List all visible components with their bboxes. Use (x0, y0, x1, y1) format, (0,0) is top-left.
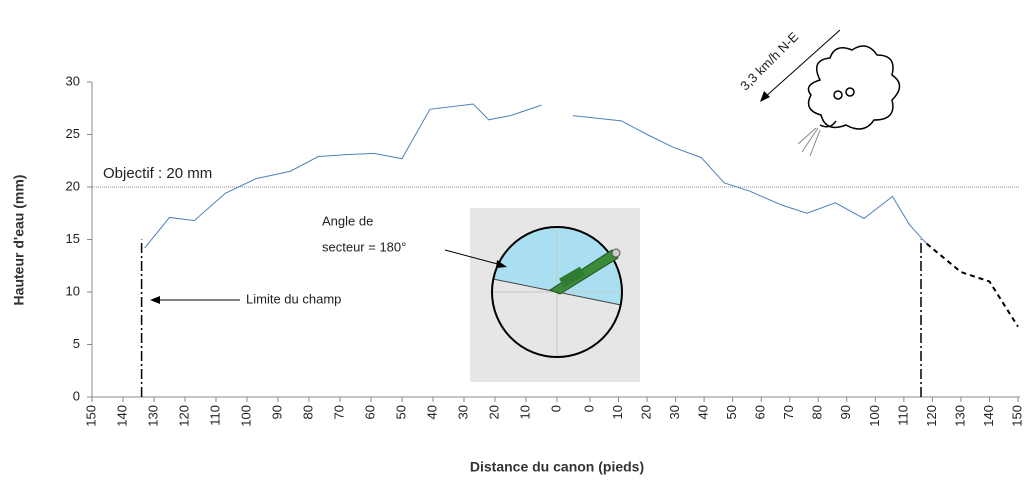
y-tick-label: 20 (66, 178, 80, 193)
wind-label: 3,3 km/h N-E (737, 29, 801, 93)
limit-label: Limite du champ (246, 291, 341, 306)
sector-label: Angle de (322, 213, 373, 228)
wind-cloud (797, 45, 901, 157)
sector-inset (470, 208, 640, 382)
y-tick-label: 10 (66, 283, 80, 298)
y-tick-label: 15 (66, 231, 80, 246)
x-tick-label: 70 (331, 405, 346, 419)
x-tick-label: 150 (1009, 405, 1024, 427)
x-tick-label: 120 (924, 405, 939, 427)
x-tick-label: 90 (838, 405, 853, 419)
y-tick-label: 25 (66, 126, 80, 141)
y-tick-label: 0 (73, 388, 80, 403)
sector-arrowhead (496, 260, 507, 268)
x-tick-label: 60 (753, 405, 768, 419)
x-tick-label: 110 (895, 405, 910, 426)
y-axis-label: Hauteur d'eau (mm) (11, 175, 27, 306)
x-tick-label: 100 (867, 405, 882, 427)
x-tick-label: 20 (486, 405, 501, 419)
x-tick-label: 30 (667, 405, 682, 419)
x-tick-label: 100 (238, 405, 253, 427)
x-tick-label: 130 (952, 405, 967, 427)
data-line (926, 242, 1019, 328)
x-tick-label: 110 (207, 405, 222, 426)
limit-arrowhead (150, 296, 160, 304)
reference-label: Objectif : 20 mm (103, 165, 212, 182)
y-tick-label: 5 (73, 336, 80, 351)
x-tick-label: 140 (981, 405, 996, 427)
y-tick-label: 30 (66, 73, 80, 88)
x-tick-label: 20 (639, 405, 654, 419)
data-line (572, 115, 928, 245)
x-tick-label: 130 (145, 405, 160, 427)
x-tick-label: 10 (517, 405, 532, 419)
x-tick-label: 120 (176, 405, 191, 427)
x-tick-label: 50 (724, 405, 739, 419)
wind-arrow (763, 29, 841, 99)
x-tick-label: 0 (548, 405, 563, 412)
x-axis-label: Distance du canon (pieds) (470, 459, 644, 475)
sector-arrow (444, 249, 506, 267)
x-tick-label: 70 (781, 405, 796, 419)
x-tick-label: 0 (581, 405, 596, 412)
x-tick-label: 90 (269, 405, 284, 419)
x-tick-label: 40 (424, 405, 439, 419)
x-tick-label: 50 (393, 405, 408, 419)
x-tick-label: 10 (610, 405, 625, 419)
x-tick-label: 80 (810, 405, 825, 419)
x-tick-label: 60 (362, 405, 377, 419)
sector-label: secteur = 180° (322, 239, 406, 254)
wind-arrowhead (760, 91, 770, 102)
x-tick-label: 140 (114, 405, 129, 427)
x-tick-label: 150 (83, 405, 98, 427)
x-tick-label: 80 (300, 405, 315, 419)
x-tick-label: 40 (696, 405, 711, 419)
data-line (144, 103, 542, 249)
x-tick-label: 30 (455, 405, 470, 419)
